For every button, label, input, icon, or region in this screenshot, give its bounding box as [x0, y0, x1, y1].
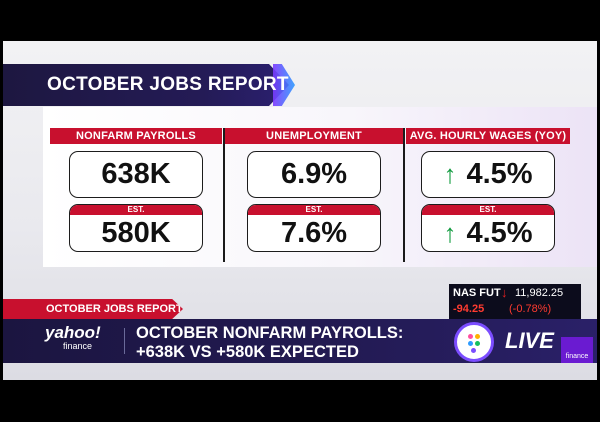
headline-line-2: +638K VS +580K EXPECTED [136, 343, 359, 361]
header-nonfarm-payrolls: NONFARM PAYROLLS [50, 128, 222, 144]
ticker-price: 11,982.25 [515, 287, 564, 299]
emblem-dot [468, 341, 473, 346]
unemployment-actual: 6.9% [247, 151, 381, 198]
column-divider [223, 128, 225, 262]
headline-line-1: OCTOBER NONFARM PAYROLLS: [136, 324, 404, 342]
est-label: EST. [248, 205, 380, 215]
column-divider [403, 128, 405, 262]
wages-estimate-value: ↑ 4.5% [422, 215, 554, 251]
down-arrow-icon: ↓ [501, 285, 508, 300]
wages-actual-value: 4.5% [466, 158, 533, 190]
payrolls-actual: 638K [69, 151, 203, 198]
yahoo-finance-logo: yahoo! [45, 323, 101, 342]
corner-logo-label: finance [565, 353, 589, 360]
lower-third-band [3, 319, 597, 363]
ticker-percent: (-0.78%) [509, 303, 552, 315]
payrolls-actual-value: 638K [101, 158, 171, 190]
broadcast-frame: OCTOBER JOBS REPORT NONFARM PAYROLLS UNE… [3, 41, 597, 380]
emblem-dot [475, 341, 480, 346]
ticker-change: -94.25 [453, 303, 485, 315]
header-hourly-wages: AVG. HOURLY WAGES (YOY) [406, 128, 570, 144]
payrolls-estimate-value: 580K [101, 216, 171, 249]
yahoo-finance-logo-sub: finance [63, 341, 93, 351]
wages-estimate: EST. ↑ 4.5% [421, 204, 555, 252]
emblem-dot [475, 334, 480, 339]
ticker-box [449, 284, 581, 319]
header-unemployment: UNEMPLOYMENT [225, 128, 403, 144]
lower-third-tag: OCTOBER JOBS REPORT [3, 299, 183, 319]
title-banner [3, 64, 289, 106]
report-title: OCTOBER JOBS REPORT [47, 74, 289, 95]
wages-actual: ↑ 4.5% [421, 151, 555, 198]
live-emblem-icon [454, 322, 494, 362]
headline: OCTOBER NONFARM PAYROLLS: +638K VS +580K… [136, 324, 403, 362]
wages-estimate-number: 4.5% [466, 216, 533, 249]
unemployment-estimate-value: 7.6% [280, 216, 348, 249]
est-label: EST. [422, 205, 554, 215]
est-label: EST. [70, 205, 202, 215]
corner-finance-logo: finance [561, 337, 593, 363]
up-arrow-icon: ↑ [443, 217, 457, 248]
logo-separator [124, 328, 125, 354]
unemployment-actual-value: 6.9% [280, 158, 348, 190]
emblem-dot [471, 348, 476, 353]
live-label: LIVE [505, 328, 554, 353]
emblem-dot [468, 334, 473, 339]
unemployment-estimate: EST. 7.6% [247, 204, 381, 252]
ticker-name: NAS FUT [453, 287, 501, 299]
payrolls-estimate: EST. 580K [69, 204, 203, 252]
up-arrow-icon: ↑ [443, 159, 457, 189]
